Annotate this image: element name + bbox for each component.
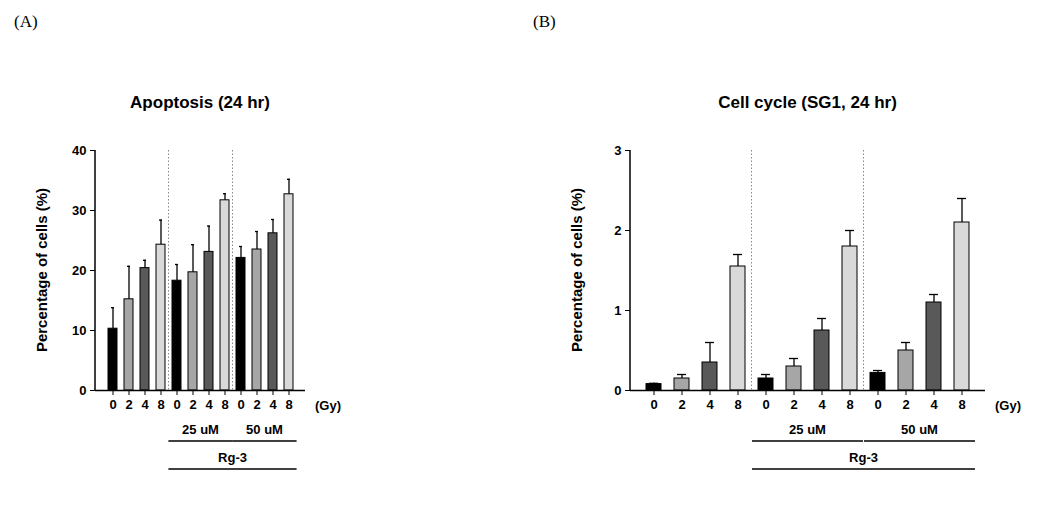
svg-text:2: 2 xyxy=(790,397,797,412)
svg-text:8: 8 xyxy=(846,397,853,412)
svg-text:(Gy): (Gy) xyxy=(315,398,341,413)
svg-text:8: 8 xyxy=(958,397,965,412)
svg-text:8: 8 xyxy=(734,397,741,412)
svg-text:8: 8 xyxy=(221,397,228,412)
svg-text:4: 4 xyxy=(818,397,826,412)
svg-text:10: 10 xyxy=(72,323,86,338)
svg-text:0: 0 xyxy=(237,397,244,412)
svg-text:2: 2 xyxy=(189,397,196,412)
svg-text:Percentage of cells (%): Percentage of cells (%) xyxy=(568,188,585,352)
svg-text:50 uM: 50 uM xyxy=(246,422,283,437)
svg-text:2: 2 xyxy=(614,223,621,238)
svg-text:Rg-3: Rg-3 xyxy=(218,450,247,465)
html-text:(A): (A) xyxy=(14,12,38,31)
svg-text:Cell cycle (SG1, 24 hr): Cell cycle (SG1, 24 hr) xyxy=(718,93,897,112)
svg-text:50 uM: 50 uM xyxy=(901,422,938,437)
svg-text:4: 4 xyxy=(205,397,213,412)
svg-text:2: 2 xyxy=(253,397,260,412)
svg-text:2: 2 xyxy=(678,397,685,412)
svg-text:Rg-3: Rg-3 xyxy=(849,450,878,465)
svg-text:2: 2 xyxy=(125,397,132,412)
svg-text:0: 0 xyxy=(109,397,116,412)
svg-text:8: 8 xyxy=(285,397,292,412)
svg-text:1: 1 xyxy=(614,303,621,318)
svg-text:2: 2 xyxy=(902,397,909,412)
svg-text:0: 0 xyxy=(650,397,657,412)
html-text:(B): (B) xyxy=(533,12,556,31)
svg-text:0: 0 xyxy=(874,397,881,412)
svg-text:(Gy): (Gy) xyxy=(995,398,1021,413)
svg-text:20: 20 xyxy=(72,263,86,278)
svg-text:25 uM: 25 uM xyxy=(182,422,219,437)
svg-text:4: 4 xyxy=(269,397,277,412)
svg-text:30: 30 xyxy=(72,203,86,218)
svg-text:Percentage of cells (%): Percentage of cells (%) xyxy=(33,188,50,352)
svg-text:3: 3 xyxy=(614,143,621,158)
svg-text:Apoptosis (24 hr): Apoptosis (24 hr) xyxy=(130,93,270,112)
svg-text:4: 4 xyxy=(141,397,149,412)
svg-text:8: 8 xyxy=(157,397,164,412)
svg-text:0: 0 xyxy=(762,397,769,412)
svg-text:4: 4 xyxy=(930,397,938,412)
svg-text:0: 0 xyxy=(614,383,621,398)
svg-text:4: 4 xyxy=(706,397,714,412)
svg-text:0: 0 xyxy=(79,383,86,398)
svg-text:40: 40 xyxy=(72,143,86,158)
svg-text:0: 0 xyxy=(173,397,180,412)
svg-text:25 uM: 25 uM xyxy=(789,422,826,437)
